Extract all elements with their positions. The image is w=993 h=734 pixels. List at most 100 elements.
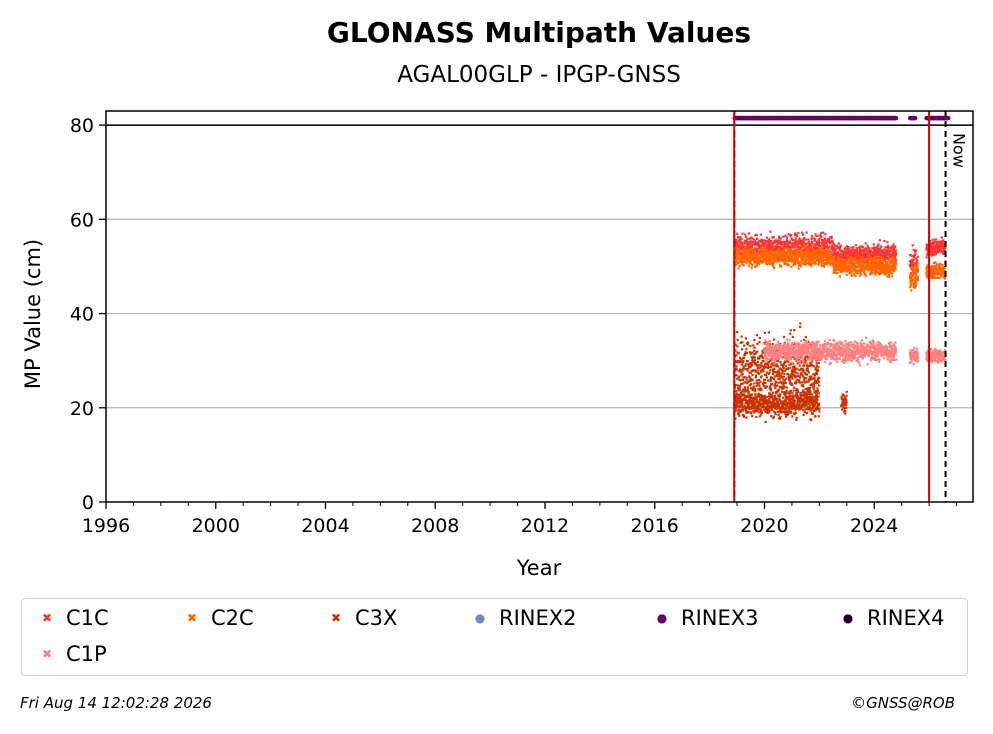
data-point xyxy=(764,406,767,409)
data-point xyxy=(754,409,757,412)
data-point xyxy=(879,267,882,270)
data-point xyxy=(768,365,771,368)
data-point xyxy=(828,240,831,243)
data-point xyxy=(816,249,819,252)
data-point xyxy=(797,406,800,409)
data-point xyxy=(792,386,796,389)
data-point xyxy=(774,371,777,374)
data-point xyxy=(781,258,784,261)
data-point xyxy=(766,402,769,405)
data-point xyxy=(753,247,756,250)
data-point xyxy=(748,371,751,374)
data-point xyxy=(762,356,765,359)
data-point xyxy=(818,251,821,254)
data-point xyxy=(805,367,808,370)
data-point xyxy=(913,267,916,270)
data-point xyxy=(754,352,757,355)
data-point xyxy=(810,408,813,411)
data-point xyxy=(814,415,817,418)
data-point xyxy=(893,269,896,273)
data-point xyxy=(770,240,773,243)
data-point xyxy=(809,361,812,364)
data-point xyxy=(779,251,782,255)
data-point xyxy=(859,274,862,277)
data-point xyxy=(812,405,816,408)
data-point xyxy=(773,401,776,404)
data-point xyxy=(914,249,918,252)
data-point xyxy=(935,244,938,247)
data-point xyxy=(766,379,770,382)
data-point xyxy=(769,406,772,409)
data-point xyxy=(750,251,754,255)
data-point xyxy=(911,280,914,283)
data-point xyxy=(745,248,748,252)
data-point xyxy=(805,257,808,260)
data-point xyxy=(760,259,763,262)
data-point xyxy=(779,242,782,245)
data-point xyxy=(741,232,744,235)
data-point xyxy=(864,242,867,245)
data-point xyxy=(809,383,812,386)
data-point xyxy=(786,244,789,247)
data-point xyxy=(803,405,806,408)
data-point xyxy=(783,393,786,396)
data-point xyxy=(850,260,853,263)
data-point xyxy=(765,410,768,413)
data-point xyxy=(833,253,836,256)
data-point xyxy=(765,385,768,388)
data-point xyxy=(870,271,873,274)
data-point xyxy=(747,392,750,395)
data-point xyxy=(764,397,767,400)
data-point xyxy=(774,346,777,349)
data-point xyxy=(804,238,808,241)
data-point xyxy=(874,246,877,249)
data-point xyxy=(855,251,858,254)
data-point xyxy=(756,257,759,260)
data-point xyxy=(837,251,840,254)
data-point xyxy=(803,377,806,380)
data-point xyxy=(841,408,844,411)
data-point xyxy=(805,373,809,376)
data-point xyxy=(800,239,804,242)
data-point xyxy=(861,266,864,269)
data-point xyxy=(782,396,785,399)
data-point xyxy=(744,250,747,253)
data-point xyxy=(775,241,778,244)
data-point xyxy=(782,244,785,247)
data-point xyxy=(735,238,738,241)
data-point xyxy=(744,233,747,236)
data-point xyxy=(745,351,748,355)
data-point xyxy=(870,250,873,253)
data-point xyxy=(848,256,851,259)
data-point xyxy=(863,265,866,268)
data-point xyxy=(915,271,918,274)
data-point xyxy=(788,363,791,366)
data-point xyxy=(867,250,870,253)
data-point xyxy=(750,236,753,239)
data-point xyxy=(789,242,793,245)
data-point xyxy=(756,259,759,262)
data-point xyxy=(849,272,852,275)
data-point xyxy=(749,362,752,365)
data-point xyxy=(745,359,748,363)
data-point xyxy=(760,411,764,414)
data-point xyxy=(789,376,792,379)
data-point xyxy=(872,243,875,246)
data-point xyxy=(939,263,942,266)
data-point xyxy=(816,387,819,390)
data-point xyxy=(734,343,737,346)
data-point xyxy=(886,271,890,275)
data-point xyxy=(818,260,821,263)
data-point xyxy=(873,248,876,251)
data-point xyxy=(736,243,739,246)
data-point xyxy=(866,244,869,248)
data-point xyxy=(785,253,789,256)
data-point xyxy=(776,351,779,354)
data-point xyxy=(768,255,771,258)
data-point xyxy=(849,259,852,262)
data-point xyxy=(835,258,839,261)
data-point xyxy=(766,405,769,408)
data-point xyxy=(742,359,745,363)
data-point xyxy=(739,235,742,239)
data-point xyxy=(825,251,828,254)
